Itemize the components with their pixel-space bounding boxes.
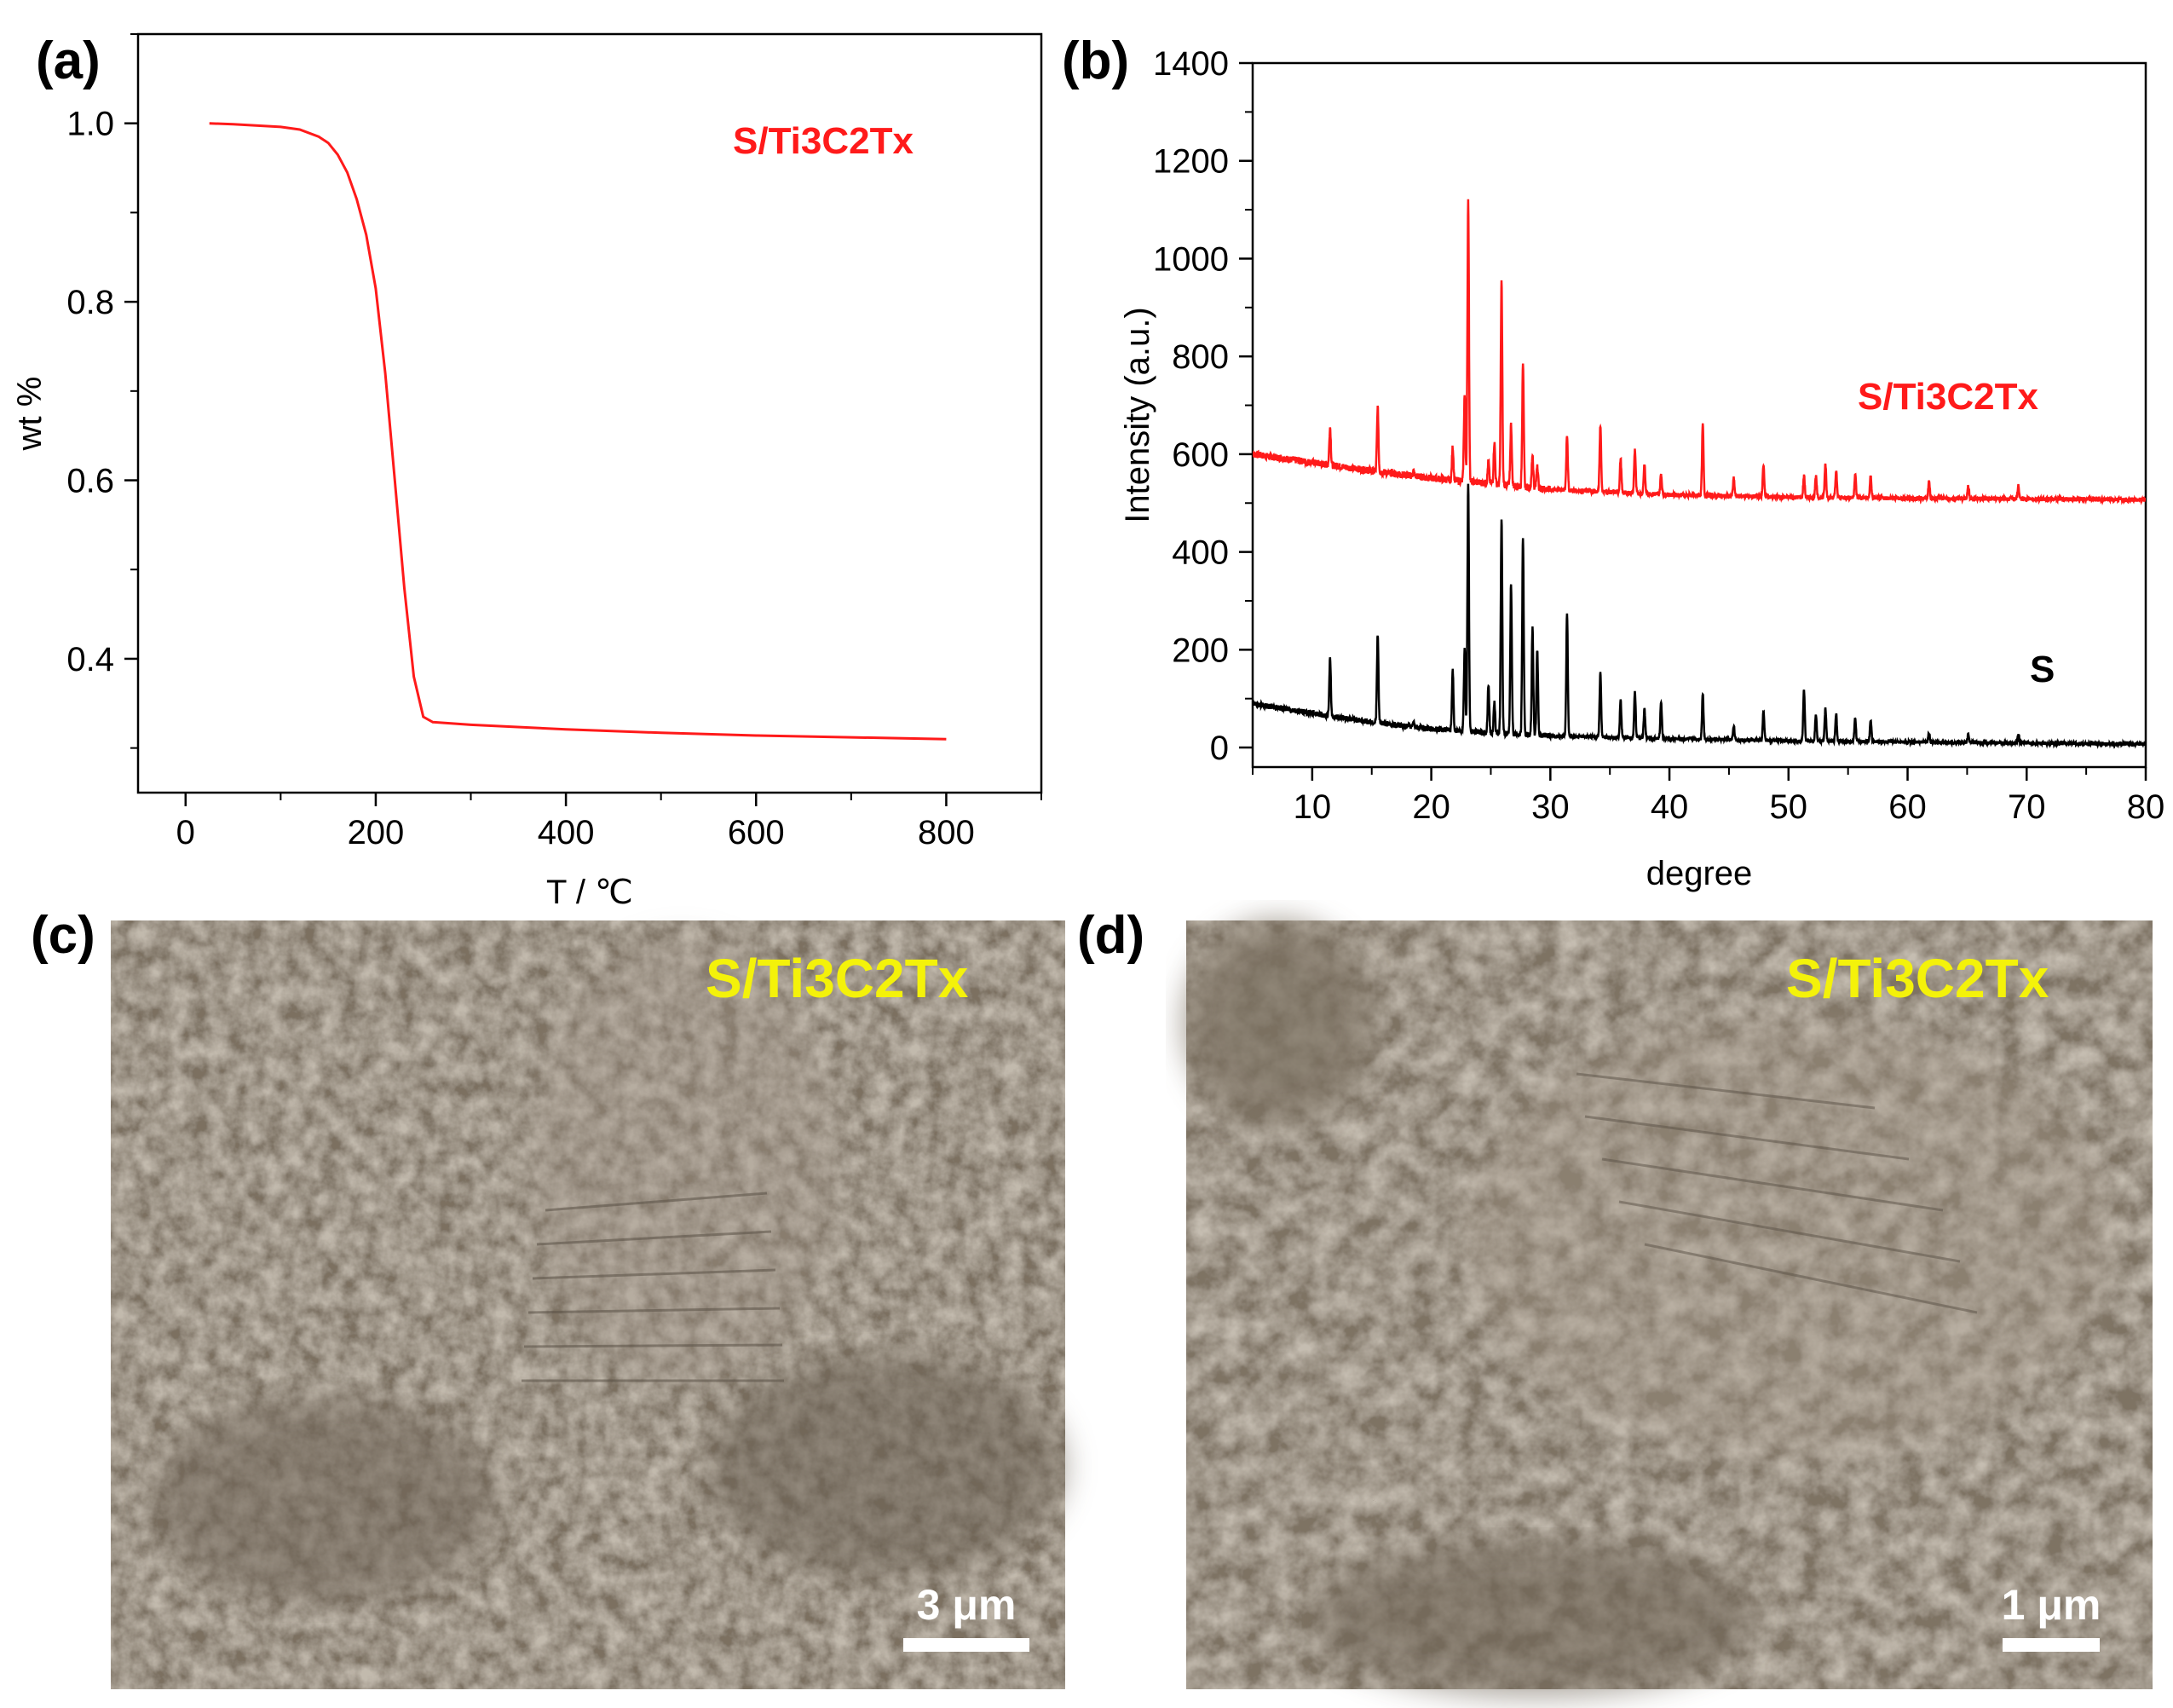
scale-bar-c	[903, 1638, 1029, 1652]
panel-a-letter: (a)	[36, 32, 101, 90]
x-axis-label-b: degree	[1646, 855, 1753, 892]
layered-texture-c	[522, 1192, 784, 1382]
y-tick-label-b: 1000	[1153, 240, 1229, 278]
scale-bar-label-c: 3 μm	[917, 1581, 1017, 1629]
x-tick-label-b: 50	[1770, 788, 1808, 826]
series-label-b-s: S	[2030, 649, 2055, 690]
x-tick-label-b: 80	[2127, 788, 2165, 826]
x-tick-label-b: 40	[1651, 788, 1689, 826]
y-tick-label-a: 1.0	[66, 106, 114, 143]
sem-image-d	[1184, 920, 2153, 1696]
xrd-curve-composite	[1253, 199, 2146, 506]
x-tick-label-b: 30	[1531, 788, 1570, 826]
sem-label-d: S/Ti3C2Tx	[1786, 948, 2049, 1009]
y-tick-label-b: 1200	[1153, 143, 1229, 181]
plot-frame-a	[136, 32, 1043, 794]
xrd-curve-s	[1253, 483, 2146, 749]
panel-c-letter: (c)	[31, 906, 95, 965]
layered-texture-d	[1576, 1072, 1978, 1314]
axis-ticks-b: 10 20 30 40 50 60 70 80020040060080010001200140…	[1153, 45, 2164, 826]
x-tick-label-a: 800	[918, 814, 975, 851]
series-label-b-composite: S/Ti3C2Tx	[1858, 376, 2038, 418]
panel-d: (d) S/Ti3C2Tx 1 μm	[1077, 906, 2153, 1696]
y-tick-label-a: 0.8	[66, 284, 114, 321]
tga-curve	[209, 122, 947, 741]
y-tick-label-a: 0.6	[66, 463, 114, 500]
y-tick-label-a: 0.4	[66, 641, 114, 678]
x-tick-label-a: 0	[176, 814, 195, 851]
x-tick-label-a: 400	[538, 814, 595, 851]
y-tick-label-b: 1400	[1153, 45, 1229, 83]
x-tick-label-b: 70	[2008, 788, 2046, 826]
y-tick-label-b: 0	[1210, 730, 1229, 767]
plot-frame-b	[1251, 61, 2147, 769]
x-tick-label-a: 600	[728, 814, 785, 851]
series-label-a: S/Ti3C2Tx	[733, 120, 914, 162]
y-axis-label-a: wt %	[11, 377, 49, 452]
x-tick-label-a: 200	[348, 814, 405, 851]
x-tick-label-b: 10	[1294, 788, 1332, 826]
y-tick-label-b: 400	[1172, 534, 1229, 572]
scale-bar-label-d: 1 μm	[2002, 1581, 2101, 1629]
axis-ticks-a: 0 200 400 600 800 0.4 0.6 0.8 1.0	[66, 33, 1042, 851]
x-tick-label-b: 20	[1412, 788, 1450, 826]
panel-b: (b) 10 20 30 40 50 60 70 8002004006008001000120…	[1062, 32, 2164, 892]
panel-c: (c) S/Ti3C2Tx 3 μm	[31, 906, 1065, 1689]
y-tick-label-b: 600	[1172, 436, 1229, 474]
panel-b-letter: (b)	[1062, 32, 1129, 90]
sem-label-c: S/Ti3C2Tx	[706, 948, 969, 1009]
x-tick-label-b: 60	[1888, 788, 1927, 826]
x-axis-label-a: T / ℃	[546, 874, 633, 911]
y-tick-label-b: 200	[1172, 632, 1229, 669]
y-axis-label-b: Intensity (a.u.)	[1119, 307, 1156, 522]
sem-image-c	[111, 920, 1065, 1689]
scale-bar-d	[2003, 1638, 2100, 1652]
panel-d-letter: (d)	[1077, 906, 1144, 965]
y-tick-label-b: 800	[1172, 338, 1229, 376]
